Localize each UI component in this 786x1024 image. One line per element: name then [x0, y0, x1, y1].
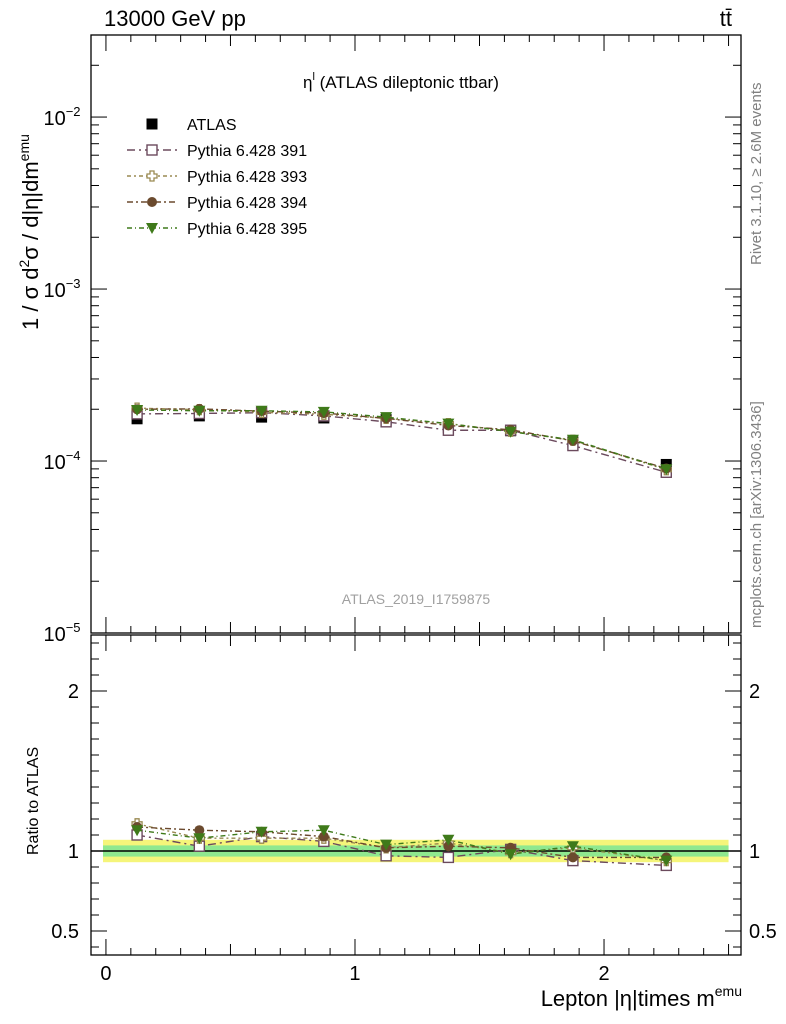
- header-right: tt̄: [720, 6, 732, 31]
- x-axis-label-sup: emu: [715, 983, 742, 999]
- ratio-point-p391: [442, 851, 455, 864]
- main-y-axis: 10−5 10−4 10−3 10−2: [43, 34, 741, 646]
- ratio-point-p395: [131, 825, 144, 837]
- data-point-p395: [660, 464, 673, 476]
- ratio-point-p395: [380, 839, 393, 851]
- ratio-y-tick-label-right: 0.5: [749, 921, 777, 943]
- series-line-p394: [137, 408, 667, 470]
- ratio-point-p395: [660, 855, 673, 867]
- main-y-label: 1 / σ d2σ / d|η|dmemu: [16, 134, 43, 330]
- x-tick-label: 0: [100, 963, 111, 985]
- series-p394: [132, 403, 672, 474]
- ratio-point-p395: [442, 834, 455, 846]
- ratio-point-p395: [193, 833, 206, 845]
- ratio-point-p394: [567, 852, 578, 863]
- mcplots-label: mcplots.cern.ch [arXiv:1306.3436]: [748, 401, 765, 628]
- data-point-p395: [131, 404, 144, 416]
- legend-marker: [146, 170, 158, 182]
- data-point-p395: [504, 426, 517, 438]
- ratio-series-group: [131, 818, 673, 872]
- ratio-point-p394: [443, 841, 454, 852]
- legend-entry: ATLAS: [146, 117, 237, 134]
- ratio-panel-frame: [90, 634, 742, 956]
- header-left: 13000 GeV pp: [104, 6, 246, 31]
- ratio-point-p395: [255, 826, 268, 838]
- ratio-y-tick-label: 2: [68, 681, 79, 703]
- legend-entry: Pythia 6.428 391: [127, 143, 307, 160]
- x-axis-label: Lepton |η|times memu: [541, 983, 742, 1011]
- ratio-y-tick-label-right: 2: [749, 681, 760, 703]
- legend-marker: [146, 223, 158, 234]
- main-panel: 10−5 10−4 10−3 10−2 ηl (ATLAS dileptonic tt…: [16, 34, 742, 646]
- ratio-point-p394: [318, 831, 329, 842]
- legend-entry: Pythia 6.428 395: [127, 221, 307, 238]
- ratio-point-p395: [566, 841, 579, 853]
- ratio-line-p393: [136, 823, 667, 862]
- ratio-point-p394: [194, 825, 205, 836]
- data-point-p395: [380, 412, 393, 424]
- x-axis-label-main: Lepton |η|times m: [541, 986, 715, 1011]
- ratio-y-tick-label: 1: [68, 841, 79, 863]
- ratio-y-tick-label: 0.5: [51, 921, 79, 943]
- watermark: ATLAS_2019_I1759875: [342, 591, 491, 607]
- data-point-p395: [566, 434, 579, 446]
- ratio-y-label: Ratio to ATLAS: [25, 747, 42, 855]
- main-panel-frame: [90, 34, 742, 634]
- legend-marker: [146, 144, 158, 156]
- legend-entry: Pythia 6.428 393: [127, 169, 307, 186]
- legend-label: Pythia 6.428 391: [187, 143, 307, 160]
- ratio-series-p395: [131, 825, 673, 867]
- main-y-tick-label: 10−2: [43, 104, 80, 130]
- data-point-p395: [193, 405, 206, 417]
- rivet-label: Rivet 3.1.10, ≥ 2.6M events: [748, 83, 765, 266]
- plot-title-rest: (ATLAS dileptonic ttbar): [315, 73, 499, 92]
- data-point-p395: [442, 418, 455, 430]
- series-line-p395: [137, 409, 667, 470]
- main-y-tick-label: 10−3: [43, 276, 80, 302]
- legend-marker: [147, 197, 157, 207]
- plot-title: ηl (ATLAS dileptonic ttbar): [303, 71, 499, 92]
- ratio-line-p394: [137, 826, 667, 859]
- main-y-label-text: 1 / σ d: [18, 268, 43, 331]
- legend-label: Pythia 6.428 394: [187, 195, 307, 212]
- x-tick-label: 2: [598, 963, 609, 985]
- ratio-panel: 0.5 0.5 1 1 2 2 0 1 2 Ratio to ATLAS Lepton |η|…: [25, 634, 777, 1011]
- legend: ATLAS Pythia 6.428 391 Pythia 6.428 393 Pyt…: [127, 117, 307, 238]
- series-p395: [131, 404, 673, 476]
- main-y-tick-label: 10−4: [43, 448, 80, 474]
- plot-title-sup: l: [312, 71, 314, 83]
- data-point-p395: [255, 405, 268, 417]
- ratio-point-p395: [504, 849, 517, 861]
- ratio-y-tick-label-right: 1: [749, 841, 760, 863]
- legend-label: Pythia 6.428 393: [187, 169, 307, 186]
- series-line-p393: [137, 407, 667, 471]
- legend-label: Pythia 6.428 395: [187, 221, 307, 238]
- data-point-p395: [317, 406, 330, 418]
- ratio-band: [91, 839, 741, 863]
- main-series-group: [131, 402, 673, 478]
- ratio-x-axis: 0 1 2: [100, 635, 730, 985]
- series-line-p391: [137, 411, 667, 473]
- main-x-ticks: [105, 35, 730, 633]
- main-y-tick-label: 10−5: [43, 620, 80, 646]
- legend-marker: [146, 118, 158, 130]
- plot-title-main: η: [303, 73, 312, 92]
- legend-label: ATLAS: [187, 117, 237, 134]
- ratio-point-p395: [317, 825, 330, 837]
- x-tick-label: 1: [349, 963, 360, 985]
- ratio-y-axis: 0.5 0.5 1 1 2 2: [51, 642, 777, 948]
- legend-entry: Pythia 6.428 394: [127, 195, 307, 212]
